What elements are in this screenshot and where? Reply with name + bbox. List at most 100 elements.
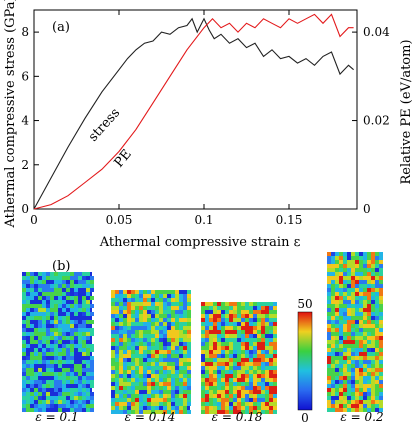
snapshot-pixel [229, 378, 233, 382]
colorbar [297, 311, 313, 411]
snapshot-pixel [209, 366, 213, 370]
snapshot-pixel [265, 398, 269, 402]
snapshot-pixel [343, 280, 347, 284]
snapshot-pixel [257, 386, 261, 390]
snapshot-pixel [139, 306, 143, 310]
snapshot-pixel [179, 306, 183, 310]
snapshot-caption-1: ε = 0.14 [125, 410, 176, 424]
snapshot-pixel [175, 346, 179, 350]
snapshot-pixel [86, 332, 90, 336]
snapshot-pixel [379, 348, 383, 352]
snapshot-pixel [327, 360, 331, 364]
snapshot-pixel [175, 382, 179, 386]
snapshot-pixel [54, 300, 58, 304]
snapshot-pixel [339, 368, 343, 372]
snapshot-pixel [62, 276, 66, 280]
snapshot-pixel [339, 296, 343, 300]
snapshot-pixel [229, 314, 233, 318]
snapshot-pixel [127, 322, 131, 326]
snapshot-pixel [163, 394, 167, 398]
snapshot-pixel [119, 294, 123, 298]
snapshot-pixel [58, 300, 62, 304]
snapshot-pixel [229, 390, 233, 394]
snapshot-pixel [335, 388, 339, 392]
snapshot-pixel [62, 392, 66, 396]
snapshot-pixel [331, 276, 335, 280]
snapshot-pixel [241, 410, 245, 414]
snapshot-pixel [38, 368, 42, 372]
snapshot-pixel [367, 316, 371, 320]
snapshot-pixel [22, 312, 26, 316]
snapshot-pixel [183, 378, 187, 382]
snapshot-pixel [335, 264, 339, 268]
snapshot-pixel [123, 306, 127, 310]
snapshot-pixel [269, 406, 273, 410]
snapshot-pixel [54, 344, 58, 348]
snapshot-pixel [233, 330, 237, 334]
snapshot-pixel [111, 374, 115, 378]
snapshot-pixel [257, 318, 261, 322]
snapshot-pixel [50, 364, 54, 368]
snapshot-pixel [123, 338, 127, 342]
snapshot-pixel [273, 306, 277, 310]
snapshot-pixel [147, 394, 151, 398]
snapshot-pixel [22, 380, 26, 384]
snapshot-pixel [90, 328, 94, 332]
snapshot-pixel [147, 302, 151, 306]
snapshot-pixel [147, 290, 151, 294]
snapshot-pixel [245, 342, 249, 346]
snapshot-pixel [119, 338, 123, 342]
snapshot-pixel [261, 342, 265, 346]
snapshot-pixel [261, 302, 265, 306]
snapshot-pixel [217, 342, 221, 346]
snapshot-pixel [273, 338, 277, 342]
snapshot-pixel [90, 276, 94, 280]
snapshot-pixel [22, 280, 26, 284]
snapshot-pixel [221, 322, 225, 326]
snapshot-pixel [351, 332, 355, 336]
snapshot-pixel [217, 358, 221, 362]
snapshot-pixel [38, 408, 42, 412]
snapshot-pixel [143, 334, 147, 338]
snapshot-pixel [147, 370, 151, 374]
snapshot-pixel [143, 326, 147, 330]
snapshot-pixel [42, 336, 46, 340]
snapshot-pixel [363, 320, 367, 324]
snapshot-pixel [327, 264, 331, 268]
snapshot-pixel [34, 312, 38, 316]
snapshot-pixel [205, 322, 209, 326]
snapshot-pixel [371, 296, 375, 300]
snapshot-pixel [179, 310, 183, 314]
snapshot-pixel [78, 380, 82, 384]
snapshot-pixel [371, 268, 375, 272]
snapshot-pixel [167, 358, 171, 362]
snapshot-pixel [183, 398, 187, 402]
snapshot-pixel [205, 402, 209, 406]
snapshot-pixel [50, 384, 54, 388]
snapshot-pixel [233, 338, 237, 342]
snapshot-pixel [123, 358, 127, 362]
snapshot-pixel [237, 318, 241, 322]
snapshot-pixel [273, 374, 277, 378]
snapshot-pixel [347, 356, 351, 360]
snapshot-pixel [38, 400, 42, 404]
snapshot-pixel [147, 306, 151, 310]
snapshot-pixel [135, 322, 139, 326]
snapshot-pixel [155, 398, 159, 402]
snapshot-pixel [50, 352, 54, 356]
snapshot-pixel [127, 386, 131, 390]
snapshot-pixel [339, 320, 343, 324]
snapshot-pixel [355, 356, 359, 360]
snapshot-pixel [367, 296, 371, 300]
snapshot-pixel [82, 400, 86, 404]
snapshot-pixel [249, 406, 253, 410]
snapshot-pixel [42, 324, 46, 328]
snapshot-pixel [355, 376, 359, 380]
snapshot-pixel [331, 404, 335, 408]
snapshot-pixel [30, 316, 34, 320]
snapshot-pixel [367, 304, 371, 308]
snapshot-pixel [183, 358, 187, 362]
snapshot-pixel [179, 390, 183, 394]
snapshot-pixel [58, 352, 62, 356]
snapshot-pixel [327, 260, 331, 264]
